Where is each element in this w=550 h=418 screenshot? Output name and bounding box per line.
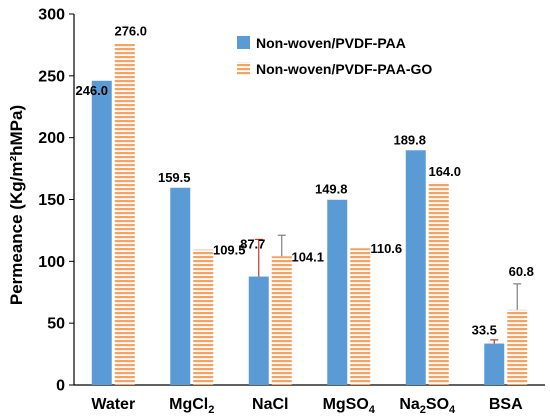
data-label-1-1: 159.5	[158, 170, 191, 185]
bar-1-3	[327, 199, 348, 385]
category-labels: Water MgCl2 NaCl MgSO4 Na2SO4 BSA	[91, 396, 523, 416]
category-label-3: MgSO4	[323, 396, 376, 416]
data-label-2-0: 276.0	[114, 24, 147, 39]
y-axis-label: Permeance (Kg/m²hMPa)	[7, 105, 26, 305]
y-tick-label: 300	[38, 7, 65, 24]
legend-swatch-series-2	[237, 62, 250, 75]
bars	[91, 43, 528, 386]
data-label-1-2: 87.7	[240, 237, 265, 252]
error-bars	[254, 234, 522, 344]
bar-2-3	[350, 248, 371, 385]
category-label-5: BSA	[489, 396, 523, 413]
category-label-2: NaCl	[252, 396, 288, 413]
bar-1-4	[405, 150, 426, 385]
bar-1-2	[248, 276, 269, 385]
y-tick-label: 100	[38, 254, 65, 271]
data-label-2-4: 164.0	[428, 164, 461, 179]
y-tick-label: 200	[38, 130, 65, 147]
bar-2-0	[114, 43, 135, 386]
data-label-1-3: 149.8	[315, 182, 348, 197]
data-label-2-5: 60.8	[509, 264, 534, 279]
data-label-2-2: 104.1	[291, 249, 324, 264]
bar-2-1	[193, 249, 214, 385]
data-label-2-3: 110.6	[370, 241, 402, 256]
bar-1-0	[91, 80, 112, 385]
data-label-1-5: 33.5	[472, 323, 497, 338]
category-label-4: Na2SO4	[399, 396, 456, 416]
bar-2-5	[507, 309, 528, 385]
y-tick-label: 250	[38, 68, 65, 85]
legend: Non-woven/PVDF-PAA Non-woven/PVDF-PAA-GO	[237, 35, 432, 77]
y-tick-label: 50	[47, 316, 65, 333]
y-axis-ticks: 0 50 100 150 200 250 300	[38, 7, 74, 395]
bar-1-5	[484, 343, 505, 385]
legend-label-series-2: Non-woven/PVDF-PAA-GO	[256, 61, 432, 77]
category-label-1: MgCl2	[169, 396, 214, 416]
data-label-2-1: 109.5	[213, 243, 246, 258]
legend-label-series-1: Non-woven/PVDF-PAA	[256, 35, 406, 51]
bar-2-2	[271, 256, 292, 385]
data-labels: 246.0 276.0 159.5 109.587.7 104.1 149.8 110.6 1…	[75, 24, 533, 338]
y-tick-label: 0	[56, 378, 65, 395]
y-tick-label: 150	[38, 192, 65, 209]
data-label-1-0: 246.0	[75, 83, 108, 98]
bar-2-4	[428, 182, 449, 385]
bar-1-1	[170, 187, 191, 385]
category-label-0: Water	[91, 396, 135, 413]
data-label-1-4: 189.8	[393, 132, 426, 147]
legend-swatch-series-1	[237, 36, 250, 49]
